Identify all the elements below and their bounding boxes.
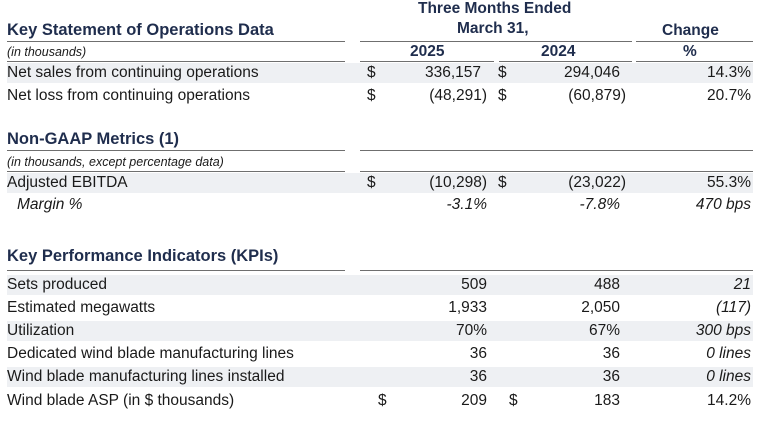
row-label: Net sales from continuing operations xyxy=(7,64,259,81)
row-label: Net loss from continuing operations xyxy=(7,87,250,104)
change-header: Change xyxy=(662,22,719,39)
value-2024: (60,879) xyxy=(568,87,626,104)
change-value: 55.3% xyxy=(707,174,751,191)
value-2025: 336,157 xyxy=(424,64,481,81)
value-2025: 36 xyxy=(469,368,487,385)
value-2024: 294,046 xyxy=(563,64,620,81)
row-band xyxy=(7,367,753,387)
row-band xyxy=(7,321,753,341)
change-value: 0 lines xyxy=(706,345,751,362)
row-band xyxy=(7,173,753,193)
kpi-rule-right xyxy=(360,270,753,271)
subheader-rule-2025 xyxy=(360,61,494,62)
change-value: 0 lines xyxy=(706,368,751,385)
value-2025: 36 xyxy=(469,345,487,362)
period-header-line2: March 31, xyxy=(457,20,529,37)
row-band xyxy=(7,63,753,83)
currency-symbol: $ xyxy=(367,64,376,81)
subheader-rule-left xyxy=(7,61,345,62)
value-2025: 70% xyxy=(455,322,487,339)
change-value: 14.2% xyxy=(707,392,751,409)
header-rule-years xyxy=(360,41,632,42)
row-label: Wind blade ASP (in $ thousands) xyxy=(7,392,235,409)
currency-symbol: $ xyxy=(367,174,376,191)
period-header-line1: Three Months Ended xyxy=(418,0,572,17)
kpi-section-title: Key Performance Indicators (KPIs) xyxy=(7,247,279,265)
value-2024: 36 xyxy=(602,368,620,385)
change-value: 20.7% xyxy=(707,87,751,104)
change-value: 470 bps xyxy=(695,196,751,213)
value-2024: 183 xyxy=(594,392,620,409)
nongaap-rule2-left xyxy=(7,171,345,172)
value-2025: -3.1% xyxy=(446,196,488,213)
change-value: (117) xyxy=(715,299,751,316)
col-header-2025: 2025 xyxy=(410,43,445,60)
row-label: Margin % xyxy=(17,196,83,213)
value-2024: 2,050 xyxy=(581,299,620,316)
nongaap-units-note: (in thousands, except percentage data) xyxy=(7,155,224,169)
header-rule-left xyxy=(7,41,345,42)
row-label: Wind blade manufacturing lines installed xyxy=(7,368,285,385)
col-header-pct: % xyxy=(683,43,697,60)
value-2024: (23,022) xyxy=(568,174,626,191)
currency-symbol: $ xyxy=(498,174,507,191)
subheader-rule-2024 xyxy=(499,61,632,62)
nongaap-section-title: Non-GAAP Metrics (1) xyxy=(7,130,180,148)
row-label: Adjusted EBITDA xyxy=(7,174,128,191)
currency-symbol: $ xyxy=(367,87,376,104)
row-label: Sets produced xyxy=(7,276,107,293)
nongaap-rule-left xyxy=(7,150,345,151)
ops-section-title: Key Statement of Operations Data xyxy=(7,21,274,39)
value-2025: 1,933 xyxy=(448,299,487,316)
ops-units-note: (in thousands) xyxy=(7,45,87,59)
col-header-2024: 2024 xyxy=(541,43,576,60)
subheader-rule-change xyxy=(636,61,753,62)
change-value: 14.3% xyxy=(707,64,751,81)
currency-symbol: $ xyxy=(378,392,387,409)
row-label: Utilization xyxy=(7,322,75,339)
nongaap-rule2-right xyxy=(360,171,753,172)
row-label: Dedicated wind blade manufacturing lines xyxy=(7,345,294,362)
value-2025: 209 xyxy=(461,392,487,409)
value-2025: (48,291) xyxy=(429,87,487,104)
value-2024: 488 xyxy=(594,276,620,293)
change-value: 21 xyxy=(733,276,751,293)
value-2024: 67% xyxy=(588,322,620,339)
row-label: Estimated megawatts xyxy=(7,299,156,316)
kpi-rule-left xyxy=(7,270,345,271)
currency-symbol: $ xyxy=(498,64,507,81)
header-rule-change xyxy=(636,41,753,42)
value-2024: -7.8% xyxy=(579,196,621,213)
row-band xyxy=(7,275,753,295)
currency-symbol: $ xyxy=(498,87,507,104)
value-2025: 509 xyxy=(461,276,487,293)
nongaap-rule-right xyxy=(360,150,753,151)
change-value: 300 bps xyxy=(695,322,751,339)
currency-symbol: $ xyxy=(509,392,518,409)
value-2024: 36 xyxy=(602,345,620,362)
value-2025: (10,298) xyxy=(429,174,487,191)
